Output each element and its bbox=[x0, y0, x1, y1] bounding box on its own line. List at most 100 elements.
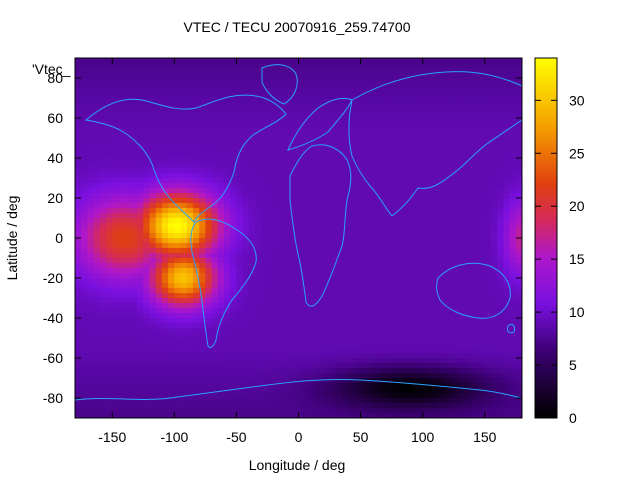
heatmap-cell bbox=[180, 378, 188, 384]
heatmap-cell bbox=[509, 98, 517, 104]
heatmap-cell bbox=[453, 283, 461, 289]
heatmap-cell bbox=[435, 303, 442, 309]
heatmap-cell bbox=[379, 303, 386, 309]
heatmap-cell bbox=[112, 358, 119, 364]
heatmap-cell bbox=[205, 398, 212, 404]
heatmap-cell bbox=[366, 268, 374, 274]
heatmap-cell bbox=[168, 68, 175, 74]
heatmap-cell bbox=[509, 168, 517, 174]
heatmap-cell bbox=[348, 193, 355, 199]
heatmap-cell bbox=[155, 358, 163, 364]
heatmap-cell bbox=[211, 393, 219, 399]
heatmap-cell bbox=[466, 223, 473, 229]
heatmap-cell bbox=[478, 268, 486, 274]
heatmap-cell bbox=[205, 83, 212, 89]
heatmap-cell bbox=[453, 183, 461, 189]
heatmap-cell bbox=[459, 138, 467, 144]
heatmap-cell bbox=[130, 258, 138, 264]
heatmap-cell bbox=[255, 173, 262, 179]
heatmap-cell bbox=[385, 393, 393, 399]
heatmap-cell bbox=[93, 113, 101, 119]
heatmap-cell bbox=[161, 368, 169, 374]
heatmap-cell bbox=[217, 98, 225, 104]
heatmap-cell bbox=[422, 343, 430, 349]
heatmap-cell bbox=[217, 83, 225, 89]
heatmap-cell bbox=[149, 223, 157, 229]
heatmap-cell bbox=[416, 73, 424, 79]
heatmap-cell bbox=[410, 253, 417, 259]
heatmap-cell bbox=[75, 158, 82, 164]
heatmap-cell bbox=[93, 73, 101, 79]
heatmap-cell bbox=[292, 298, 299, 304]
heatmap-cell bbox=[81, 113, 88, 119]
heatmap-cell bbox=[143, 308, 150, 314]
heatmap-cell bbox=[459, 348, 467, 354]
heatmap-cell bbox=[143, 158, 150, 164]
heatmap-cell bbox=[310, 278, 318, 284]
heatmap-cell bbox=[472, 338, 479, 344]
heatmap-cell bbox=[366, 388, 374, 394]
heatmap-cell bbox=[180, 368, 188, 374]
heatmap-cell bbox=[99, 298, 107, 304]
heatmap-cell bbox=[490, 223, 498, 229]
heatmap-cell bbox=[267, 258, 275, 264]
heatmap-cell bbox=[466, 113, 473, 119]
heatmap-cell bbox=[75, 243, 82, 249]
heatmap-cell bbox=[515, 273, 523, 279]
heatmap-cell bbox=[317, 63, 324, 69]
heatmap-cell bbox=[317, 388, 324, 394]
heatmap-cell bbox=[199, 193, 206, 199]
heatmap-cell bbox=[205, 228, 212, 234]
heatmap-cell bbox=[341, 83, 349, 89]
heatmap-cell bbox=[323, 153, 330, 159]
heatmap-cell bbox=[192, 253, 200, 259]
heatmap-cell bbox=[447, 103, 455, 109]
heatmap-cell bbox=[354, 288, 361, 294]
heatmap-cell bbox=[410, 328, 417, 334]
heatmap-cell bbox=[161, 318, 169, 324]
heatmap-cell bbox=[391, 93, 399, 99]
heatmap-cell bbox=[503, 213, 510, 219]
heatmap-cell bbox=[484, 138, 492, 144]
heatmap-cell bbox=[373, 78, 380, 84]
heatmap-cell bbox=[416, 373, 424, 379]
heatmap-cell bbox=[447, 223, 455, 229]
heatmap-cell bbox=[428, 283, 436, 289]
heatmap-cell bbox=[447, 218, 455, 224]
heatmap-cell bbox=[286, 68, 293, 74]
heatmap-cell bbox=[224, 63, 231, 69]
heatmap-cell bbox=[459, 83, 467, 89]
heatmap-cell bbox=[503, 153, 510, 159]
heatmap-cell bbox=[341, 238, 349, 244]
heatmap-cell bbox=[422, 158, 430, 164]
heatmap-cell bbox=[211, 383, 219, 389]
heatmap-cell bbox=[317, 218, 324, 224]
heatmap-cell bbox=[441, 303, 448, 309]
heatmap-cell bbox=[273, 273, 281, 279]
heatmap-cell bbox=[130, 63, 138, 69]
heatmap-cell bbox=[404, 208, 411, 214]
heatmap-cell bbox=[490, 273, 498, 279]
heatmap-cell bbox=[124, 198, 132, 204]
heatmap-cell bbox=[192, 363, 200, 369]
heatmap-cell bbox=[168, 98, 175, 104]
heatmap-cell bbox=[391, 113, 399, 119]
heatmap-cell bbox=[410, 163, 417, 169]
heatmap-cell bbox=[422, 98, 430, 104]
heatmap-cell bbox=[161, 358, 169, 364]
heatmap-cell bbox=[317, 98, 324, 104]
heatmap-cell bbox=[478, 113, 486, 119]
heatmap-cell bbox=[186, 188, 194, 194]
heatmap-cell bbox=[279, 328, 287, 334]
heatmap-cell bbox=[335, 308, 343, 314]
heatmap-cell bbox=[161, 173, 169, 179]
heatmap-cell bbox=[373, 238, 380, 244]
heatmap-cell bbox=[397, 248, 405, 254]
heatmap-cell bbox=[484, 163, 492, 169]
heatmap-cell bbox=[124, 168, 132, 174]
heatmap-cell bbox=[186, 353, 194, 359]
heatmap-cell bbox=[99, 218, 107, 224]
heatmap-cell bbox=[267, 108, 275, 114]
heatmap-cell bbox=[137, 248, 144, 254]
heatmap-cell bbox=[205, 378, 212, 384]
